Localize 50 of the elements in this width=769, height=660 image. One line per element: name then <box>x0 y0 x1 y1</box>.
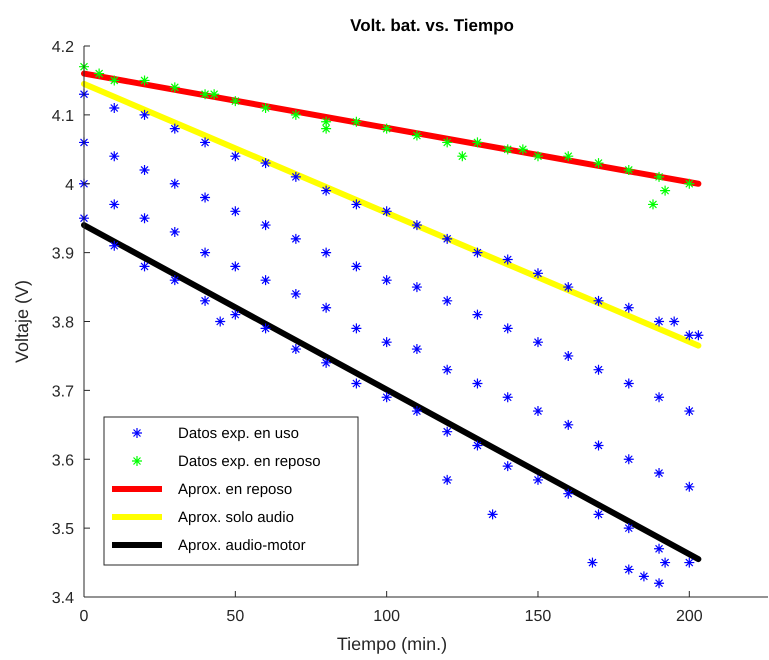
point <box>532 150 544 162</box>
point <box>456 150 468 162</box>
point <box>623 164 634 176</box>
legend-label: Datos exp. en uso <box>178 425 299 442</box>
point <box>502 144 514 155</box>
point <box>411 130 423 142</box>
point <box>442 136 453 148</box>
x-axis-title: Tiempo (min.) <box>336 634 448 654</box>
point <box>94 68 105 80</box>
y-tick-label: 4.2 <box>52 39 74 56</box>
point <box>208 88 220 100</box>
legend-label: Aprox. audio-motor <box>178 537 306 554</box>
point <box>78 61 90 72</box>
y-tick-label: 4.1 <box>52 108 74 125</box>
x-tick-label: 100 <box>373 608 400 625</box>
y-tick-label: 3.7 <box>52 383 74 400</box>
point <box>653 171 665 182</box>
point <box>169 82 180 93</box>
point <box>684 178 695 190</box>
point <box>230 96 241 107</box>
point <box>472 136 484 148</box>
legend-label: Datos exp. en reposo <box>178 453 321 470</box>
chart-title: Volt. bat. vs. Tiempo <box>350 16 514 35</box>
x-tick-label: 200 <box>676 608 703 625</box>
point <box>517 144 528 155</box>
point <box>647 198 659 210</box>
point <box>260 102 272 114</box>
legend-label: Aprox. solo audio <box>178 509 294 526</box>
legend-label: Aprox. en reposo <box>178 481 292 498</box>
x-tick-label: 0 <box>80 608 89 625</box>
y-tick-label: 3.5 <box>52 521 74 538</box>
y-tick-label: 3.4 <box>52 590 74 607</box>
point <box>659 185 671 196</box>
point <box>562 150 574 162</box>
point <box>320 123 332 134</box>
y-tick-label: 4 <box>65 176 74 194</box>
y-axis-title: Voltaje (V) <box>12 280 32 364</box>
point <box>199 88 211 100</box>
y-tick-label: 3.8 <box>52 314 74 332</box>
point <box>381 123 392 134</box>
y-tick-label: 3.6 <box>52 452 74 470</box>
x-tick-label: 50 <box>226 608 244 625</box>
point <box>290 109 302 120</box>
x-tick-label: 150 <box>524 608 552 625</box>
point <box>138 74 150 86</box>
y-tick-label: 3.9 <box>52 246 74 263</box>
point <box>108 74 120 86</box>
point <box>592 157 604 169</box>
point <box>350 116 362 128</box>
point <box>320 116 332 128</box>
